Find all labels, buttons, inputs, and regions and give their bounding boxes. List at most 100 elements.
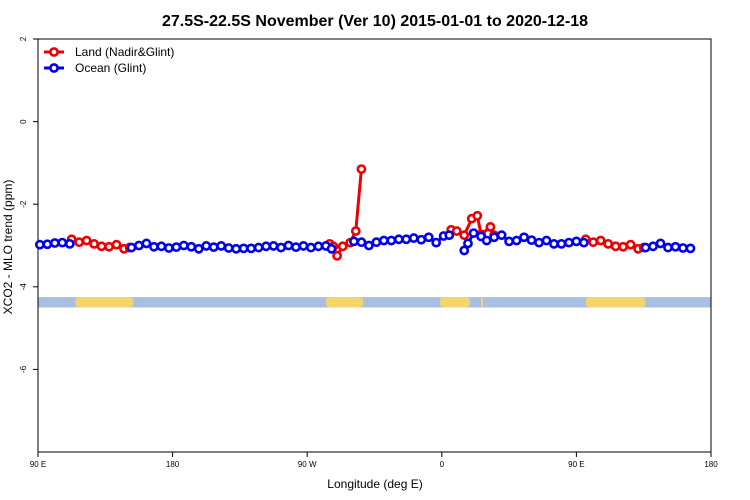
x-tick-label: 90 W bbox=[298, 460, 317, 469]
data-point bbox=[371, 237, 382, 248]
data-point bbox=[208, 242, 219, 253]
data-point bbox=[401, 234, 412, 245]
data-point bbox=[149, 241, 159, 252]
data-point bbox=[246, 243, 257, 254]
data-point bbox=[463, 238, 473, 249]
data-point bbox=[571, 236, 582, 247]
data-point bbox=[96, 241, 107, 252]
data-point bbox=[549, 238, 559, 249]
data-point bbox=[291, 242, 301, 253]
data-point bbox=[134, 240, 144, 251]
x-tick-label: 0 bbox=[440, 460, 445, 469]
data-point bbox=[326, 243, 337, 254]
data-point bbox=[541, 235, 552, 246]
surface-strip-land bbox=[75, 297, 134, 308]
data-point bbox=[610, 241, 621, 252]
data-point bbox=[556, 238, 567, 249]
data-point bbox=[163, 243, 174, 253]
data-point bbox=[156, 241, 167, 252]
data-point bbox=[178, 240, 189, 251]
data-point bbox=[648, 241, 658, 252]
data-point bbox=[81, 235, 92, 246]
data-point bbox=[49, 238, 60, 248]
y-axis-label: XCO2 - MLO trend (ppm) bbox=[1, 180, 15, 315]
data-point bbox=[485, 222, 496, 232]
data-point bbox=[625, 239, 636, 250]
surface-strip-land bbox=[325, 297, 364, 308]
surface-strip-land bbox=[439, 297, 470, 308]
data-point bbox=[496, 230, 507, 241]
data-point bbox=[363, 240, 374, 251]
data-point bbox=[350, 226, 361, 236]
surface-strip-land bbox=[481, 297, 484, 308]
data-point bbox=[337, 241, 348, 252]
data-point bbox=[618, 241, 629, 252]
data-point bbox=[201, 241, 212, 251]
data-point bbox=[57, 237, 68, 248]
data-point bbox=[685, 243, 696, 254]
data-point bbox=[111, 239, 122, 250]
data-point bbox=[451, 226, 462, 236]
data-point bbox=[313, 241, 324, 252]
data-point bbox=[678, 243, 688, 253]
data-point bbox=[459, 245, 470, 256]
data-point bbox=[534, 237, 544, 248]
data-point bbox=[603, 238, 614, 249]
data-point bbox=[349, 236, 359, 247]
y-tick-label: -2 bbox=[19, 200, 28, 208]
data-point bbox=[253, 242, 264, 253]
data-point bbox=[423, 232, 434, 243]
data-point bbox=[261, 241, 271, 252]
data-point bbox=[306, 242, 316, 253]
data-point bbox=[356, 237, 367, 248]
surface-strip-ocean bbox=[38, 297, 711, 308]
data-point bbox=[481, 235, 492, 246]
legend-marker bbox=[49, 47, 59, 57]
y-tick-label: 0 bbox=[19, 119, 28, 124]
data-point bbox=[268, 241, 279, 251]
data-point bbox=[459, 230, 470, 241]
y-tick-label: -6 bbox=[19, 365, 28, 373]
data-point bbox=[640, 242, 651, 253]
data-point bbox=[511, 235, 522, 246]
data-point bbox=[89, 238, 99, 249]
data-point bbox=[444, 230, 455, 241]
data-point bbox=[216, 241, 227, 251]
data-point bbox=[276, 242, 286, 253]
legend-label: Land (Nadir&Glint) bbox=[75, 45, 174, 59]
data-point bbox=[238, 243, 249, 254]
data-point bbox=[564, 237, 574, 248]
data-point bbox=[104, 241, 114, 252]
data-point bbox=[34, 239, 45, 250]
data-point bbox=[298, 241, 309, 251]
data-point bbox=[472, 210, 483, 221]
data-point bbox=[393, 234, 404, 245]
data-point bbox=[126, 242, 137, 253]
data-point bbox=[231, 243, 242, 254]
data-point bbox=[332, 250, 343, 261]
data-point bbox=[356, 164, 367, 174]
y-tick-label: -4 bbox=[19, 283, 28, 291]
chart-title: 27.5S-22.5S November (Ver 10) 2015-01-01… bbox=[162, 13, 588, 30]
data-point bbox=[468, 228, 479, 239]
data-point bbox=[655, 238, 666, 249]
data-point bbox=[64, 238, 75, 249]
data-point bbox=[663, 242, 673, 253]
data-point bbox=[141, 238, 152, 249]
data-point bbox=[186, 241, 197, 252]
data-point bbox=[519, 232, 529, 243]
data-point bbox=[223, 243, 234, 253]
series-ocean bbox=[34, 228, 696, 256]
x-axis-label: Longitude (deg E) bbox=[327, 477, 422, 491]
data-point bbox=[171, 242, 182, 253]
legend-marker bbox=[49, 63, 59, 73]
legend: Land (Nadir&Glint) Ocean (Glint) bbox=[44, 45, 174, 75]
data-point bbox=[378, 235, 389, 246]
data-point bbox=[504, 236, 514, 247]
data-point bbox=[526, 235, 537, 246]
x-tick-label: 90 E bbox=[30, 460, 46, 469]
data-point bbox=[42, 239, 53, 250]
y-tick-label: 2 bbox=[19, 36, 28, 41]
data-point bbox=[193, 243, 204, 254]
y-axis: 2 0 -2 -4 -6 bbox=[19, 36, 38, 373]
